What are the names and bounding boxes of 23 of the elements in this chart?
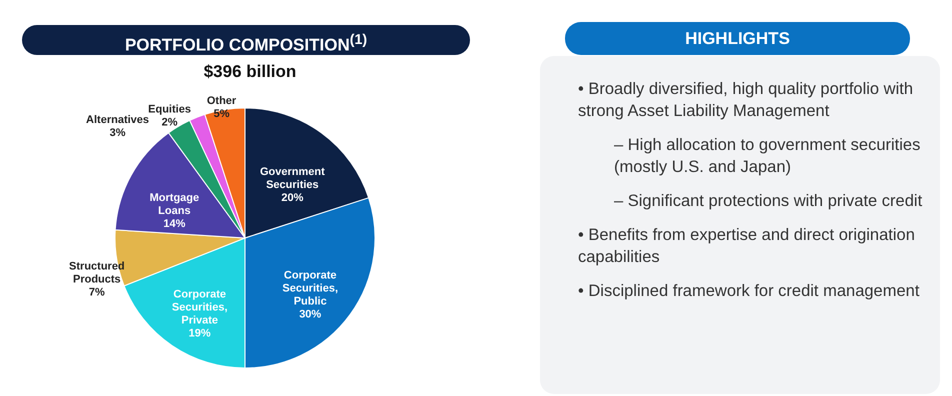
data-label: 7% [88,286,106,298]
data-label: 5% [214,108,230,120]
text: • Benefits from expertise and direct origination capabilities [578,225,916,268]
text: • Disciplined framework for credit management [578,281,920,302]
slice-label: Corporate Securities, Private [172,288,228,327]
data-label: 19% [188,328,211,340]
slice-label: Government Securities [260,166,326,191]
data-label: 14% [163,218,186,230]
slice-label: Alternatives [86,114,150,126]
text: HIGHLIGHTS [565,22,910,55]
data-label: 30% [299,308,322,320]
slice-label: Equities [148,104,191,116]
data-label: 2% [162,116,178,129]
text: • Broadly diversified, high quality portfolio with strong Asset Liability Management [578,79,914,122]
slice-label: Corporate Securities, Public [282,269,338,308]
slice-label: Mortgage Loans [150,192,200,218]
chart-title: PORTFOLIO COMPOSITION$^{(1)}$ [22,25,470,55]
text: – Significant protections with private credit [613,191,924,212]
chart-subtitle: $396 billion [202,62,298,82]
data-label: 20% [281,192,304,204]
data-label: 3% [110,126,126,139]
slice-label: Other [206,94,237,107]
text: – High allocation to government securities (mostly U.S. and Japan) [613,135,922,178]
